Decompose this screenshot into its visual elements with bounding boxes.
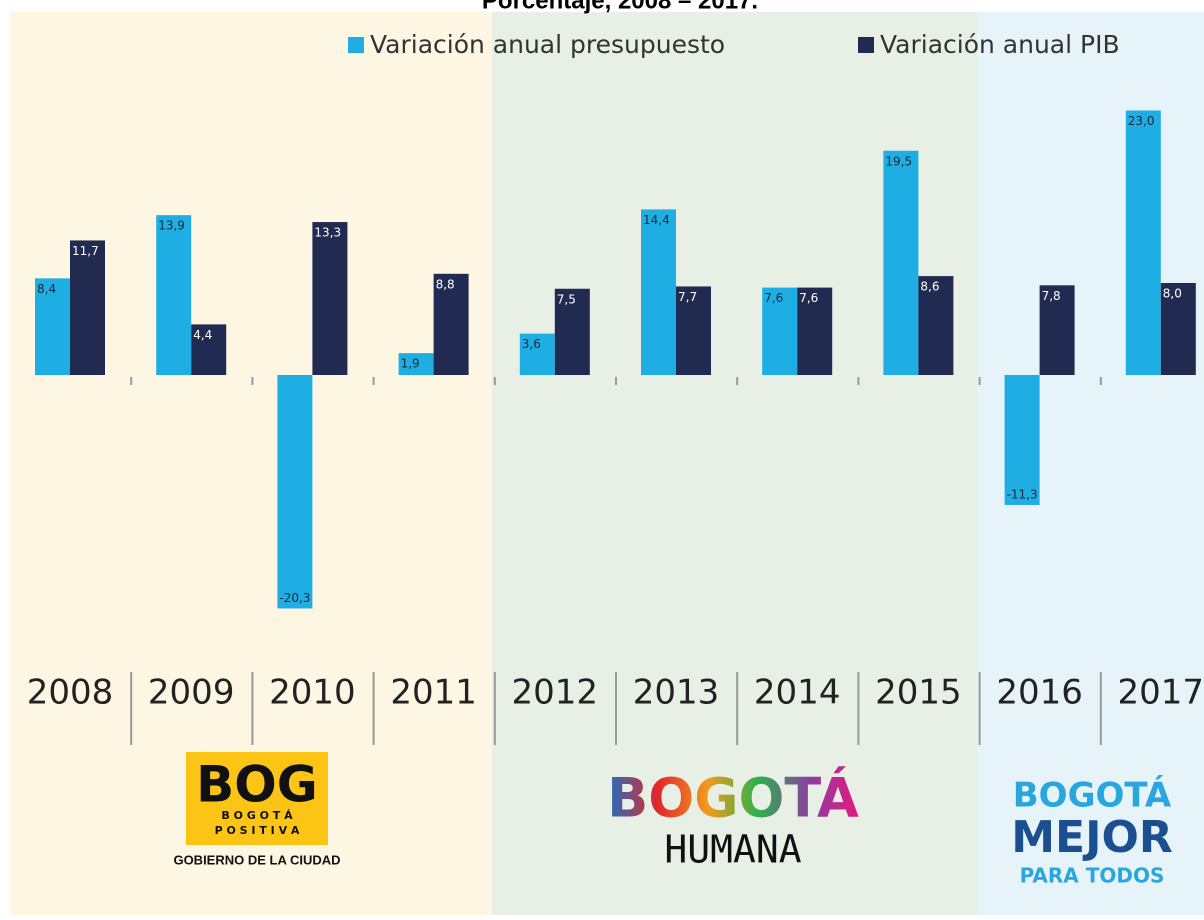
data-label: -20,3	[279, 591, 310, 605]
logo-text: MEJOR	[1011, 812, 1173, 863]
logo-text: B O G O T Á	[221, 809, 293, 822]
data-label: 7,7	[678, 290, 697, 304]
data-label: 4,4	[193, 328, 212, 342]
logo-text: BOGOTÁ	[1013, 775, 1172, 816]
bar	[554, 288, 590, 375]
bar	[191, 324, 227, 375]
x-tick-label: 2014	[754, 673, 841, 713]
bar	[398, 353, 434, 375]
bar	[519, 333, 555, 375]
legend-swatch	[348, 37, 364, 53]
data-label: 7,6	[799, 291, 818, 305]
data-label: 19,5	[885, 154, 912, 168]
x-tick-label: 2016	[996, 673, 1083, 713]
data-label: 3,6	[522, 337, 541, 351]
logo-text: PARA TODOS	[1020, 864, 1165, 888]
logo-positiva: BOG B O G O T Á P O S I T I V A GOBIERNO…	[173, 752, 341, 867]
data-label: 7,8	[1042, 289, 1061, 303]
bar	[797, 287, 833, 375]
logo-text: HUMANA	[664, 828, 801, 872]
bar	[641, 209, 676, 375]
logo-text: BOG	[196, 756, 318, 814]
data-label: -11,3	[1007, 487, 1038, 501]
x-tick-label: 2008	[27, 673, 114, 713]
data-label: 1,9	[401, 357, 420, 371]
legend-label: Variación anual PIB	[880, 30, 1120, 59]
x-tick-label: 2012	[512, 673, 599, 713]
bar	[1039, 285, 1075, 375]
data-label: 13,9	[158, 219, 185, 233]
bar	[35, 278, 70, 375]
data-label: 8,8	[436, 277, 455, 291]
bar	[1125, 110, 1161, 375]
x-tick-label: 2011	[390, 673, 477, 713]
legend-label: Variación anual presupuesto	[370, 30, 725, 59]
bar	[762, 287, 798, 375]
data-label: 8,6	[920, 280, 939, 294]
logo-mejor: BOGOTÁ MEJOR PARA TODOS	[1011, 775, 1173, 888]
logo-text: BOGOTÁ	[607, 767, 859, 830]
data-label: 8,4	[37, 282, 56, 296]
bar	[433, 273, 469, 375]
x-tick-label: 2017	[1118, 673, 1204, 713]
bar	[156, 215, 192, 375]
logo-humana: BOGOTÁ HUMANA	[607, 767, 859, 872]
logo-caption: GOBIERNO DE LA CIUDAD	[173, 852, 340, 867]
bar	[1004, 375, 1040, 505]
data-label: 23,0	[1128, 114, 1155, 128]
data-label: 13,3	[314, 226, 341, 240]
bar	[277, 375, 313, 609]
bar	[883, 150, 919, 375]
data-label: 8,0	[1163, 287, 1182, 301]
x-tick-label: 2009	[148, 673, 235, 713]
data-label: 11,7	[72, 244, 99, 258]
bar	[312, 222, 348, 375]
logo-text: P O S I T I V A	[215, 824, 300, 837]
x-tick-label: 2013	[633, 673, 720, 713]
data-label: 14,4	[643, 213, 670, 227]
x-tick-label: 2010	[269, 673, 356, 713]
x-tick-label: 2015	[875, 673, 962, 713]
data-label: 7,5	[557, 292, 576, 306]
bar	[918, 276, 954, 375]
data-label: 7,6	[764, 291, 783, 305]
bar	[1160, 283, 1196, 375]
logo-box	[186, 752, 328, 845]
bar	[70, 240, 105, 375]
bar	[676, 286, 711, 375]
chart-title: Porcentaje, 2008 – 2017.	[482, 0, 758, 14]
legend-swatch	[858, 37, 874, 53]
